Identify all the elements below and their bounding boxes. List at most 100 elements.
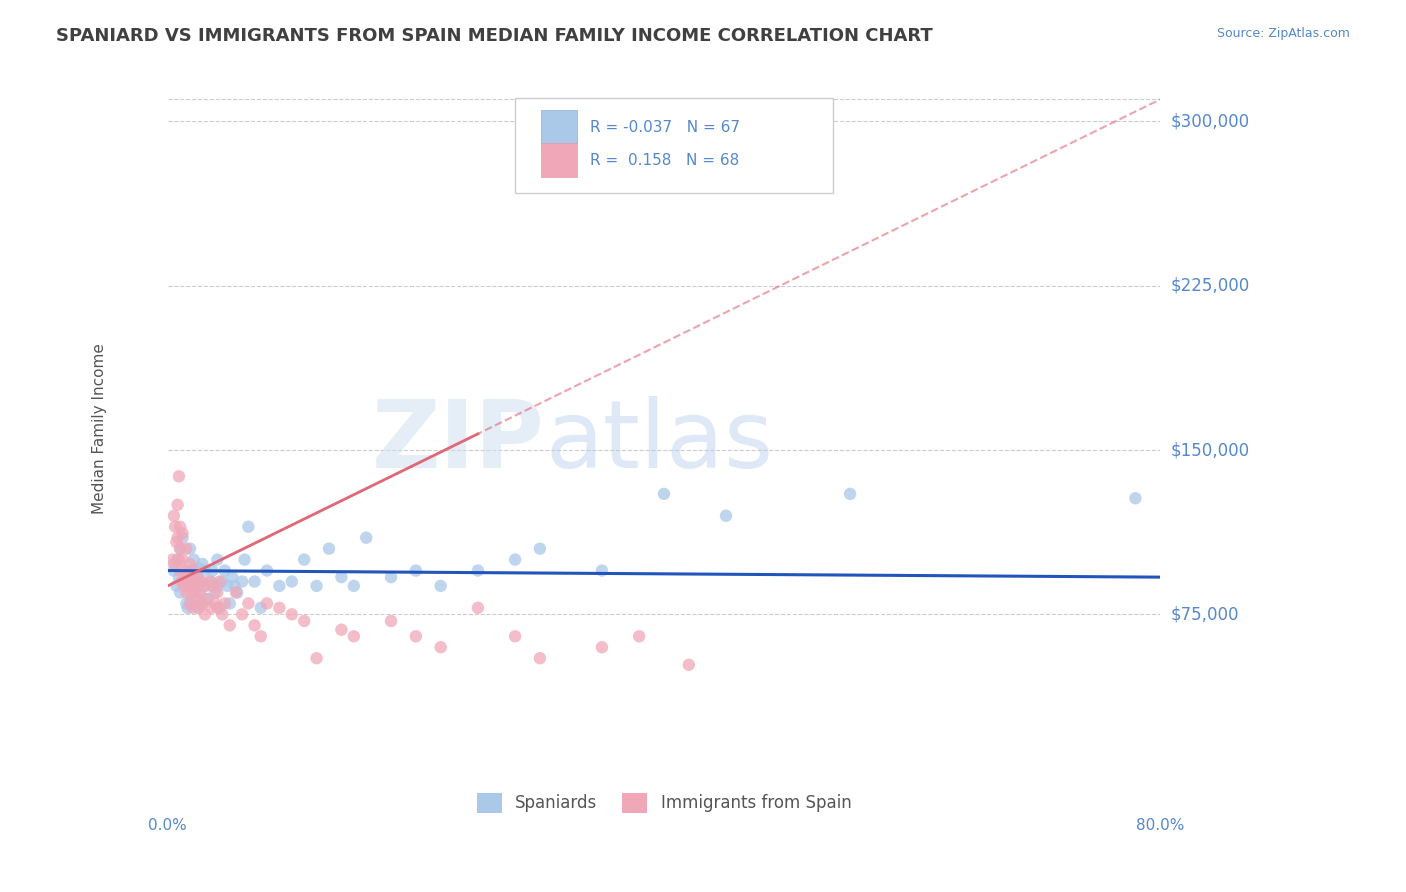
Point	[194, 607, 217, 622]
Point	[188, 585, 211, 599]
Point	[169, 585, 191, 599]
Point	[169, 541, 191, 556]
Text: $225,000: $225,000	[1170, 277, 1250, 294]
Point	[529, 651, 551, 665]
Point	[163, 557, 186, 571]
Point	[181, 600, 204, 615]
Point	[173, 574, 195, 589]
Point	[292, 552, 315, 566]
Point	[224, 579, 246, 593]
Point	[211, 607, 233, 622]
Point	[167, 469, 190, 483]
Point	[467, 564, 489, 578]
Point	[330, 570, 353, 584]
Point	[166, 498, 188, 512]
Point	[180, 592, 202, 607]
Point	[231, 607, 253, 622]
Point	[207, 600, 229, 615]
Point	[243, 574, 266, 589]
Point	[467, 600, 489, 615]
Point	[249, 629, 271, 643]
Point	[167, 552, 190, 566]
Point	[177, 579, 200, 593]
Point	[233, 552, 256, 566]
Point	[1125, 491, 1147, 506]
Point	[177, 579, 200, 593]
Text: $150,000: $150,000	[1170, 441, 1250, 459]
Legend: Spaniards, Immigrants from Spain: Spaniards, Immigrants from Spain	[470, 786, 858, 820]
Point	[163, 564, 186, 578]
Point	[181, 574, 204, 589]
Point	[186, 570, 208, 584]
Point	[176, 585, 198, 599]
Point	[194, 579, 217, 593]
Point	[183, 564, 205, 578]
Text: 0.0%: 0.0%	[149, 818, 187, 833]
Text: $75,000: $75,000	[1170, 606, 1239, 624]
FancyBboxPatch shape	[541, 143, 576, 177]
Point	[217, 579, 239, 593]
Point	[176, 600, 198, 615]
Point	[181, 564, 204, 578]
Point	[292, 614, 315, 628]
Point	[162, 552, 184, 566]
Point	[243, 618, 266, 632]
Point	[191, 596, 214, 610]
Point	[207, 585, 229, 599]
Point	[186, 570, 208, 584]
Point	[165, 535, 187, 549]
Text: $300,000: $300,000	[1170, 112, 1250, 130]
Point	[330, 623, 353, 637]
Point	[225, 585, 247, 599]
Point	[184, 585, 207, 599]
Point	[429, 579, 451, 593]
Point	[628, 629, 651, 643]
Point	[176, 570, 198, 584]
Point	[198, 574, 221, 589]
Point	[204, 585, 226, 599]
Text: atlas: atlas	[546, 396, 773, 488]
Point	[194, 579, 217, 593]
Point	[214, 596, 236, 610]
Point	[429, 640, 451, 655]
Point	[214, 564, 236, 578]
Text: Source: ZipAtlas.com: Source: ZipAtlas.com	[1216, 27, 1350, 40]
Point	[714, 508, 737, 523]
Point	[187, 600, 209, 615]
Point	[174, 564, 197, 578]
Point	[211, 574, 233, 589]
Point	[405, 564, 427, 578]
Point	[172, 531, 194, 545]
Point	[200, 600, 222, 615]
Point	[652, 487, 675, 501]
Point	[197, 592, 219, 607]
Point	[503, 629, 526, 643]
Point	[207, 552, 229, 566]
Text: ZIP: ZIP	[373, 396, 546, 488]
Point	[208, 574, 231, 589]
Point	[200, 574, 222, 589]
Point	[281, 574, 304, 589]
Point	[197, 592, 219, 607]
Point	[529, 541, 551, 556]
Text: R =  0.158   N = 68: R = 0.158 N = 68	[589, 153, 738, 168]
Point	[167, 570, 190, 584]
Point	[678, 657, 700, 672]
Point	[179, 596, 201, 610]
Point	[256, 564, 278, 578]
Point	[343, 629, 366, 643]
Point	[503, 552, 526, 566]
Point	[190, 596, 212, 610]
Point	[176, 596, 198, 610]
Point	[183, 552, 205, 566]
Text: R = -0.037   N = 67: R = -0.037 N = 67	[589, 120, 740, 135]
Point	[184, 579, 207, 593]
Point	[249, 600, 271, 615]
Point	[165, 579, 187, 593]
Point	[179, 557, 201, 571]
Point	[380, 570, 402, 584]
Point	[221, 570, 243, 584]
Point	[173, 579, 195, 593]
Point	[305, 651, 328, 665]
Point	[231, 574, 253, 589]
